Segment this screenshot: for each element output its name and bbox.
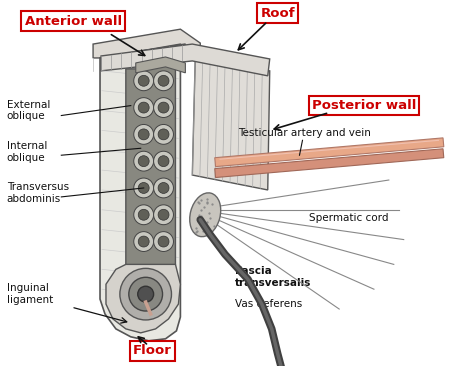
Circle shape <box>138 75 149 86</box>
Circle shape <box>154 178 174 198</box>
Circle shape <box>138 286 154 302</box>
Text: Inguinal
ligament: Inguinal ligament <box>7 283 53 305</box>
Circle shape <box>134 232 154 251</box>
Circle shape <box>154 232 174 251</box>
Circle shape <box>129 277 162 311</box>
Circle shape <box>134 205 154 225</box>
Circle shape <box>134 151 154 171</box>
Circle shape <box>158 209 169 220</box>
Polygon shape <box>106 264 180 333</box>
Circle shape <box>158 102 169 113</box>
Circle shape <box>134 124 154 144</box>
Polygon shape <box>192 56 270 190</box>
Circle shape <box>158 75 169 86</box>
Text: External
oblique: External oblique <box>7 100 50 121</box>
Text: Testicular artery and vein: Testicular artery and vein <box>238 128 371 138</box>
Polygon shape <box>126 63 176 271</box>
Text: Vas deferens: Vas deferens <box>235 299 302 309</box>
Text: Posterior wall: Posterior wall <box>312 99 416 112</box>
Circle shape <box>138 236 149 247</box>
Circle shape <box>154 71 174 91</box>
Polygon shape <box>215 149 444 178</box>
Text: Floor: Floor <box>133 344 172 357</box>
Circle shape <box>154 205 174 225</box>
Text: Spermatic cord: Spermatic cord <box>309 213 389 223</box>
Text: Transversus
abdominis: Transversus abdominis <box>7 182 69 204</box>
Text: Anterior wall: Anterior wall <box>25 15 122 28</box>
Polygon shape <box>101 44 270 76</box>
Circle shape <box>158 182 169 193</box>
Text: Fascia
transversalis: Fascia transversalis <box>235 266 311 288</box>
Circle shape <box>120 268 171 320</box>
Text: Roof: Roof <box>260 7 295 20</box>
Text: Internal
oblique: Internal oblique <box>7 141 47 163</box>
Circle shape <box>138 156 149 167</box>
Polygon shape <box>100 44 185 341</box>
Polygon shape <box>215 138 444 167</box>
Circle shape <box>138 209 149 220</box>
Circle shape <box>134 71 154 91</box>
Ellipse shape <box>190 193 221 237</box>
Circle shape <box>138 182 149 193</box>
Circle shape <box>154 124 174 144</box>
Circle shape <box>138 129 149 140</box>
Circle shape <box>154 151 174 171</box>
Polygon shape <box>136 57 185 73</box>
Circle shape <box>154 98 174 117</box>
Circle shape <box>138 102 149 113</box>
Circle shape <box>158 156 169 167</box>
Circle shape <box>158 129 169 140</box>
Circle shape <box>158 236 169 247</box>
Circle shape <box>134 98 154 117</box>
Polygon shape <box>93 29 200 59</box>
Circle shape <box>134 178 154 198</box>
